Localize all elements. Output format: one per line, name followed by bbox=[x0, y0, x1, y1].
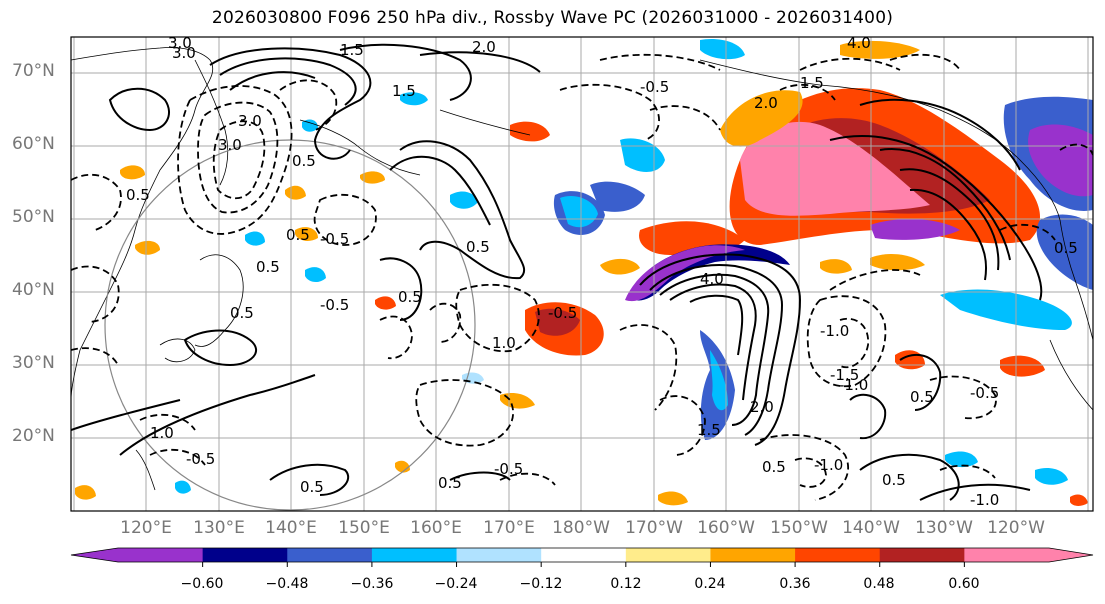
contour-label: -0.5 bbox=[320, 296, 349, 314]
contour-label: 1.0 bbox=[150, 424, 174, 442]
colorbar-tick-label: 0.36 bbox=[779, 576, 811, 592]
lon-label-160e: 160°E bbox=[410, 518, 462, 538]
contour-label: -1.0 bbox=[820, 322, 849, 340]
contour-label: 0.5 bbox=[300, 478, 324, 496]
colorbar-tick-label: 0.48 bbox=[863, 576, 895, 592]
chart-title: 2026030800 F096 250 hPa div., Rossby Wav… bbox=[211, 8, 894, 28]
contour-label: 1.5 bbox=[800, 74, 824, 92]
colorbar-tick-label: 0.60 bbox=[948, 576, 980, 592]
lon-label-150e: 150°E bbox=[338, 518, 390, 538]
lon-label-150w: 150°W bbox=[770, 518, 828, 538]
projection-circle bbox=[104, 139, 476, 511]
colorbar-tick-label: −0.24 bbox=[434, 576, 478, 592]
contour-label: -1.5 bbox=[830, 366, 859, 384]
contour-label: 3.0 bbox=[238, 112, 262, 130]
lon-label-130e: 130°E bbox=[193, 518, 245, 538]
contour-label: 0.5 bbox=[438, 474, 462, 492]
contour-label: 0.5 bbox=[286, 226, 310, 244]
contour-labels: 3.03.0 1.5 2.0 4.01.53.03.02.01.50.50.50.5-… bbox=[126, 34, 1078, 509]
lat-label-40n: 40°N bbox=[12, 280, 55, 300]
contour-label: -0.5 bbox=[494, 460, 523, 478]
colorbar-swatch bbox=[371, 548, 458, 562]
lon-label-120w: 120°W bbox=[987, 518, 1045, 538]
contour-label: 2.0 bbox=[472, 38, 496, 56]
colorbar-outline bbox=[70, 547, 1094, 563]
lon-label-160w: 160°W bbox=[697, 518, 755, 538]
colorbar-tick-label: 0.12 bbox=[610, 576, 642, 592]
colorbar-tick-label: −0.60 bbox=[180, 576, 224, 592]
map-frame bbox=[70, 36, 1094, 512]
contour-label: 1.5 bbox=[697, 421, 721, 439]
contour-label: 0.5 bbox=[466, 238, 490, 256]
colorbar-swatch bbox=[118, 548, 204, 562]
colorbar-tick-label: −0.12 bbox=[519, 576, 563, 592]
colorbar-swatch bbox=[625, 548, 712, 562]
contour-label: 0.5 bbox=[126, 186, 150, 204]
lon-label-140e: 140°E bbox=[265, 518, 317, 538]
contour-label: -0.5 bbox=[320, 230, 349, 248]
colorbar-swatch bbox=[964, 548, 1050, 562]
colorbar-swatch bbox=[879, 548, 965, 562]
contour-label: 0.5 bbox=[910, 388, 934, 406]
dashed-contours bbox=[71, 53, 1093, 501]
lon-label-170e: 170°E bbox=[483, 518, 535, 538]
contour-label: 3.0 bbox=[218, 136, 242, 154]
colorbar-extend-max bbox=[1049, 548, 1093, 562]
contour-label: 2.0 bbox=[754, 94, 778, 112]
lat-label-50n: 50°N bbox=[12, 207, 55, 227]
contour-label: 0.5 bbox=[256, 258, 280, 276]
lon-label-130w: 130°W bbox=[915, 518, 973, 538]
contour-label: -0.5 bbox=[640, 78, 669, 96]
colorbar-tick-label: 0.24 bbox=[694, 576, 726, 592]
contour-label: -0.5 bbox=[970, 384, 999, 402]
lon-label-140w: 140°W bbox=[842, 518, 900, 538]
lon-label-170w: 170°W bbox=[625, 518, 683, 538]
solid-contours bbox=[71, 43, 1043, 501]
contour-label: 4.0 bbox=[700, 270, 724, 288]
contour-label: 1.0 bbox=[492, 334, 516, 352]
contour-label: 0.5 bbox=[230, 304, 254, 322]
colorbar-swatch bbox=[795, 548, 881, 562]
contour-label: 0.5 bbox=[398, 288, 422, 306]
lat-label-20n: 20°N bbox=[12, 426, 55, 446]
contour-label: -1.0 bbox=[839, 376, 868, 394]
lon-label-180w: 180°W bbox=[552, 518, 610, 538]
colorbar-tick-label: −0.36 bbox=[350, 576, 394, 592]
lat-label-30n: 30°N bbox=[12, 353, 55, 373]
colorbar-extend-min bbox=[71, 548, 118, 562]
lat-label-60n: 60°N bbox=[12, 134, 55, 154]
contour-label: 0.5 bbox=[762, 458, 786, 476]
colorbar-tick-label: −0.48 bbox=[265, 576, 309, 592]
contour-label: -0.5 bbox=[548, 304, 577, 322]
map-gridlines bbox=[71, 37, 1093, 511]
contour-label: 3.0 bbox=[168, 34, 192, 52]
lat-label-70n: 70°N bbox=[12, 61, 55, 81]
contour-label: 0.5 bbox=[292, 152, 316, 170]
colorbar-swatch bbox=[541, 548, 627, 562]
colorbar-swatch bbox=[456, 548, 542, 562]
contour-label: 0.5 bbox=[1054, 239, 1078, 257]
contour-label: -1.0 bbox=[970, 491, 999, 509]
colorbar-swatch bbox=[202, 548, 288, 562]
contour-label: 0.5 bbox=[882, 471, 906, 489]
contour-label: 1.5 bbox=[340, 41, 364, 59]
contour-label: 4.0 bbox=[847, 34, 871, 52]
coastlines bbox=[71, 47, 1093, 491]
colorbar-swatch bbox=[287, 548, 373, 562]
contour-label: -1.0 bbox=[814, 456, 843, 474]
contour-label: 1.5 bbox=[392, 82, 416, 100]
lon-label-120e: 120°E bbox=[120, 518, 172, 538]
contour-label: 2.0 bbox=[750, 398, 774, 416]
colorbar-swatch bbox=[710, 548, 796, 562]
contour-label: -0.5 bbox=[186, 450, 215, 468]
contour-label: 3.0 bbox=[172, 44, 196, 62]
